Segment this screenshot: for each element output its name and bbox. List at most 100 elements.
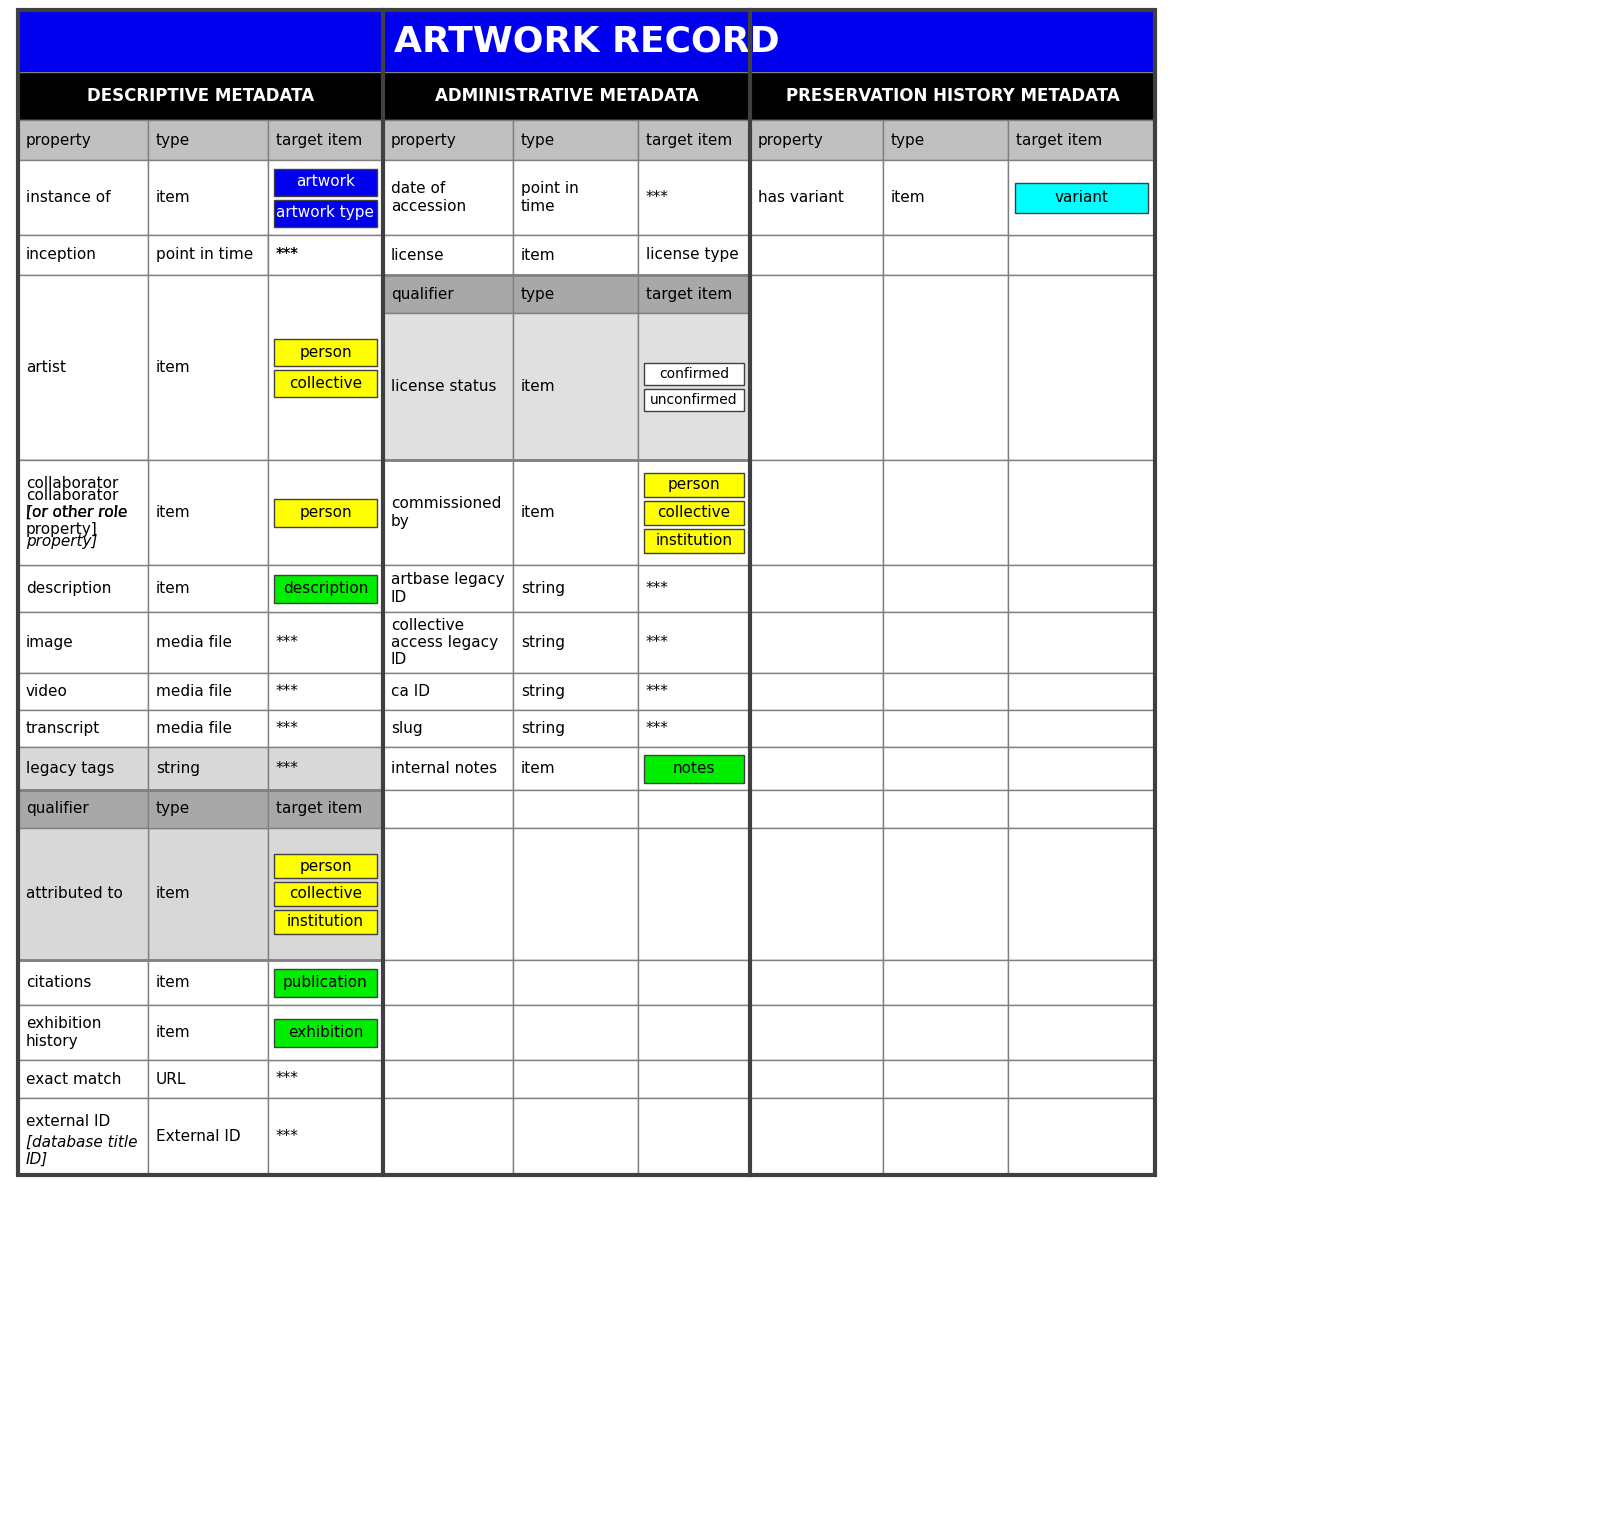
Bar [514, 828, 638, 960]
Text: ***: *** [646, 721, 669, 736]
Bar [1008, 746, 1155, 790]
Bar [18, 460, 147, 565]
Text: PRESERVATION HISTORY METADATA: PRESERVATION HISTORY METADATA [786, 86, 1120, 104]
Text: property: property [390, 133, 456, 147]
Bar [18, 790, 382, 960]
Text: unconfirmed: unconfirmed [650, 392, 738, 406]
Bar [750, 565, 883, 612]
Text: description: description [26, 581, 112, 597]
Text: ***: *** [277, 684, 299, 699]
Text: ***: *** [277, 247, 299, 262]
Bar [883, 710, 1008, 746]
Bar [643, 362, 744, 385]
Text: collective: collective [290, 887, 362, 901]
Bar [18, 1005, 147, 1060]
Text: External ID: External ID [157, 1129, 240, 1145]
Bar [514, 460, 638, 565]
Bar [382, 828, 514, 960]
Bar [750, 1098, 883, 1175]
Bar [147, 160, 269, 235]
Bar [514, 276, 638, 313]
Text: ***: *** [277, 1129, 299, 1145]
Bar [750, 276, 883, 460]
Bar [147, 276, 269, 460]
Text: string: string [522, 721, 565, 736]
Bar [638, 565, 750, 612]
Bar [18, 565, 147, 612]
Bar [883, 120, 1008, 160]
Bar [18, 73, 382, 120]
Text: date of
accession: date of accession [390, 182, 466, 213]
Bar [750, 960, 883, 1005]
Bar [269, 235, 382, 276]
Text: item: item [891, 189, 926, 204]
Text: item: item [157, 189, 190, 204]
Text: person: person [299, 858, 352, 874]
Bar [750, 790, 883, 828]
Bar [1008, 235, 1155, 276]
Bar [18, 1060, 147, 1098]
Text: [database title: [database title [26, 1134, 138, 1149]
Bar [269, 710, 382, 746]
Bar [147, 565, 269, 612]
Text: notes: notes [672, 762, 715, 777]
Bar [643, 501, 744, 524]
Text: institution: institution [656, 533, 733, 548]
Bar [638, 235, 750, 276]
Text: ***: *** [646, 684, 669, 699]
Bar [883, 790, 1008, 828]
Bar [269, 746, 382, 790]
Bar [638, 160, 750, 235]
Text: ***: *** [277, 762, 299, 777]
Bar [1008, 674, 1155, 710]
Text: item: item [522, 378, 555, 394]
Bar [18, 11, 1155, 73]
Text: ***: *** [646, 581, 669, 597]
Bar [643, 472, 744, 497]
Bar [643, 754, 744, 783]
Bar [883, 160, 1008, 235]
Bar [1008, 276, 1155, 460]
Text: person: person [299, 506, 352, 519]
Text: item: item [157, 975, 190, 990]
Text: ca ID: ca ID [390, 684, 430, 699]
Text: citations: citations [26, 975, 91, 990]
Bar [750, 612, 883, 674]
Text: commissioned
by: commissioned by [390, 497, 501, 528]
Bar [1008, 710, 1155, 746]
Bar [274, 339, 378, 365]
Text: license: license [390, 247, 445, 262]
Bar [18, 120, 147, 160]
Text: property]: property] [26, 534, 98, 550]
Text: collaborator
[or other role
property]: collaborator [or other role property] [26, 488, 128, 537]
Text: image: image [26, 634, 74, 650]
Bar [638, 1098, 750, 1175]
Bar [750, 460, 883, 565]
Bar [883, 828, 1008, 960]
Bar [750, 828, 883, 960]
Bar [1008, 1098, 1155, 1175]
Bar [514, 313, 638, 460]
Bar [147, 460, 269, 565]
Bar [382, 565, 514, 612]
Bar [883, 1098, 1008, 1175]
Bar [1008, 790, 1155, 828]
Bar [750, 746, 883, 790]
Bar [750, 73, 1155, 120]
Bar [638, 1060, 750, 1098]
Text: item: item [157, 506, 190, 519]
Bar [18, 460, 147, 565]
Bar [147, 235, 269, 276]
Bar [18, 235, 147, 276]
Text: artbase legacy
ID: artbase legacy ID [390, 572, 504, 604]
Text: target item: target item [646, 133, 733, 147]
Text: string: string [522, 684, 565, 699]
Bar [18, 960, 147, 1005]
Bar [147, 674, 269, 710]
Text: legacy tags: legacy tags [26, 762, 114, 777]
Text: type: type [522, 133, 555, 147]
Text: qualifier: qualifier [26, 801, 88, 816]
Bar [269, 674, 382, 710]
Bar [883, 276, 1008, 460]
Bar [514, 1060, 638, 1098]
